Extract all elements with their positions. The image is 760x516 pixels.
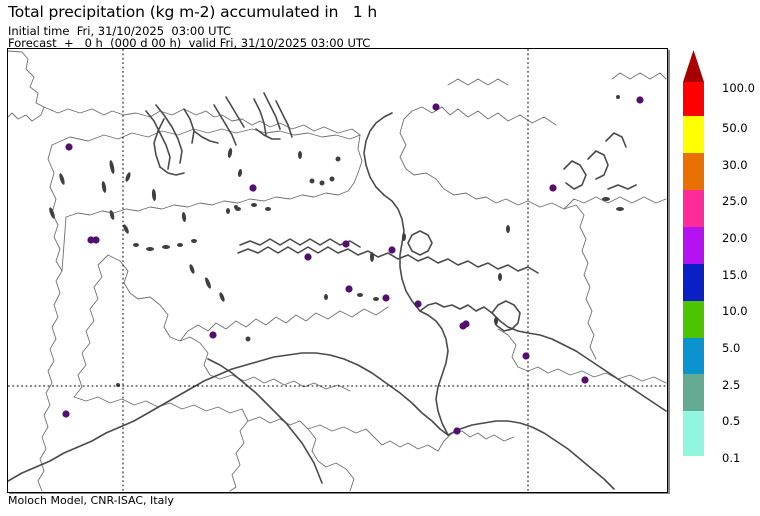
colorbar-band-0 xyxy=(683,82,704,116)
colorbar-label-50-0: 50.0 xyxy=(722,121,748,135)
colorbar-label-15-0: 15.0 xyxy=(722,268,748,282)
colorbar-band-5 xyxy=(683,264,704,301)
station-marker xyxy=(209,331,217,339)
colorbar-band-6 xyxy=(683,301,704,338)
station-marker xyxy=(453,427,461,435)
station-marker xyxy=(345,285,353,293)
administrative-borders xyxy=(8,50,667,492)
station-marker xyxy=(432,103,440,111)
alpine-relief-patches xyxy=(49,95,624,387)
colorbar[interactable] xyxy=(683,50,704,457)
colorbar-label-25-0: 25.0 xyxy=(722,194,748,208)
colorbar-label-30-0: 30.0 xyxy=(722,158,748,172)
colorbar-label-20-0: 20.0 xyxy=(722,231,748,245)
station-marker xyxy=(342,240,350,248)
model-credit-label: Moloch Model, CNR-ISAC, Italy xyxy=(8,494,174,507)
map-geography xyxy=(8,49,667,492)
precipitation-station-markers xyxy=(62,96,644,435)
station-marker xyxy=(304,253,312,261)
map-frame-shadow-bottom xyxy=(9,492,670,494)
colorbar-band-8 xyxy=(683,374,704,411)
station-marker xyxy=(636,96,644,104)
colorbar-band-7 xyxy=(683,338,704,374)
station-marker xyxy=(92,236,100,244)
colorbar-overflow-arrow xyxy=(683,50,704,82)
colorbar-band-2 xyxy=(683,153,704,190)
station-marker xyxy=(249,184,257,192)
coastline xyxy=(8,92,667,490)
colorbar-label-5-0: 5.0 xyxy=(722,341,741,355)
station-marker xyxy=(522,352,530,360)
station-marker xyxy=(388,246,396,254)
station-marker xyxy=(462,320,470,328)
colorbar-label-10-0: 10.0 xyxy=(722,304,748,318)
graticule-gridlines xyxy=(8,49,667,492)
initial-time-label: Initial time Fri, 31/10/2025 03:00 UTC xyxy=(8,24,231,38)
colorbar-band-4 xyxy=(683,227,704,264)
station-marker xyxy=(414,300,422,308)
map-frame-shadow-right xyxy=(668,50,670,494)
colorbar-band-9 xyxy=(683,411,704,456)
station-marker xyxy=(87,236,95,244)
station-marker xyxy=(62,410,70,418)
colorbar-band-1 xyxy=(683,116,704,153)
station-marker xyxy=(581,376,589,384)
station-marker xyxy=(382,294,390,302)
map-canvas[interactable] xyxy=(7,48,668,493)
colorbar-label-0-1: 0.1 xyxy=(722,451,741,465)
station-marker xyxy=(65,143,73,151)
forecast-time-label: Forecast + 0 h (000 d 00 h) valid Fri, 3… xyxy=(8,36,371,50)
page-title: Total precipitation (kg m-2) accumulated… xyxy=(8,3,378,21)
colorbar-label-0-5: 0.5 xyxy=(722,414,741,428)
colorbar-label-100-0: 100.0 xyxy=(722,81,755,95)
colorbar-label-2-5: 2.5 xyxy=(722,378,741,392)
station-marker xyxy=(549,184,557,192)
colorbar-band-3 xyxy=(683,190,704,227)
